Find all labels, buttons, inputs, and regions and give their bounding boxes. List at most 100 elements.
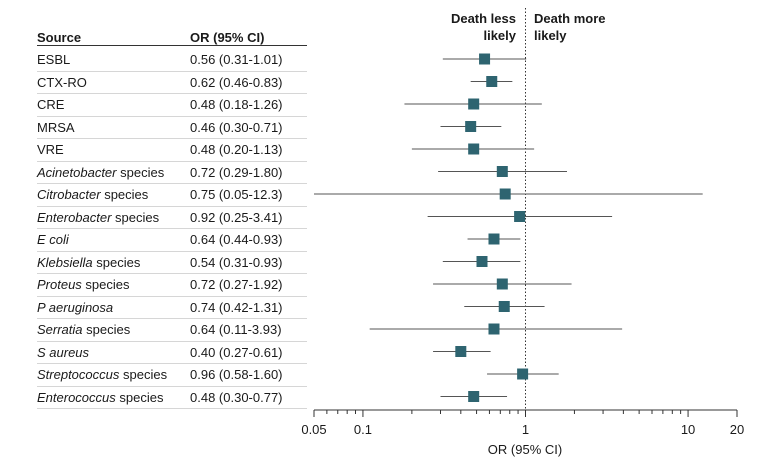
row-separator [37,205,307,207]
source-label: Proteus species [37,277,130,292]
table-row: MRSA 0.46 (0.30-0.71) [0,116,320,138]
or-marker [465,121,477,132]
row-separator [37,250,307,252]
row-separator [37,340,307,342]
source-label: Citrobacter species [37,187,148,202]
x-tick-label: 1 [521,422,530,437]
row-separator [37,385,307,387]
annotation-death-less-likely: Death less likely [396,10,516,44]
or-ci-value: 0.64 (0.11-3.93) [190,322,282,337]
header-rule [37,45,307,46]
or-ci-value: 0.40 (0.27-0.61) [190,344,283,360]
annotation-right-line-1: Death more [534,11,606,26]
or-ci-value: 0.62 (0.46-0.83) [190,74,283,90]
or-ci-value: 0.96 (0.58-1.60) [190,367,283,382]
table-row: Enterococcus species 0.48 (0.30-0.77) [0,386,320,408]
source-label: Enterococcus species [37,390,163,405]
or-marker [499,188,511,200]
source-italic-name: Citrobacter [37,187,101,202]
table-row: Acinetobacter species 0.72 (0.29-1.80) [0,161,320,183]
source-suffix: species [119,367,168,382]
row-separator [37,138,307,139]
x-tick-label: 0.1 [353,422,372,437]
x-axis-label: OR (95% CI) [487,442,563,457]
source-italic-name: S aureus [37,344,90,360]
source-italic-name: Acinetobacter [37,164,117,180]
source-suffix: species [111,209,160,225]
x-tick-label: 10 [680,422,696,437]
or-marker [498,301,510,312]
row-separator [37,408,307,409]
source-label: MRSA [37,119,75,135]
or-marker [488,323,500,335]
or-marker [517,368,529,380]
table-row: Streptococcus species 0.96 (0.58-1.60) [0,363,320,385]
source-label: VRE [37,142,64,157]
or-marker [468,98,480,110]
source-label: S aureus [37,345,89,360]
or-ci-value: 0.64 (0.44-0.93) [190,232,283,247]
source-suffix: species [81,277,130,292]
source-label: P aeruginosa [37,300,113,315]
or-marker [496,278,508,290]
table-row: P aeruginosa 0.74 (0.42-1.31) [0,296,320,318]
or-marker [514,211,526,222]
source-label: Acinetobacter species [37,165,164,180]
source-italic-name: Proteus [37,277,82,292]
table-row: S aureus 0.40 (0.27-0.61) [0,341,320,363]
annotation-left-line-1: Death less [450,11,516,26]
or-ci-value: 0.92 (0.25-3.41) [190,209,283,225]
row-separator [37,115,307,117]
or-ci-value: 0.56 (0.31-1.01) [190,52,283,67]
or-ci-value: 0.48 (0.20-1.13) [190,142,283,157]
source-label: Streptococcus species [37,367,167,382]
source-label: Serratia species [37,322,130,337]
source-label: CRE [37,97,65,112]
annotation-right-line-2: likely [534,28,567,43]
table-row: Klebsiella species 0.54 (0.31-0.93) [0,251,320,273]
or-marker [479,53,491,65]
source-suffix: species [100,187,149,202]
or-column-header: OR (95% CI) [190,30,265,45]
annotation-left-line-2: likely [483,28,516,43]
source-italic-name: P aeruginosa [37,299,114,315]
source-suffix: species [92,254,141,270]
or-marker [488,233,500,245]
source-italic-name: Klebsiella [37,254,93,270]
source-italic-name: Serratia [37,322,83,337]
source-suffix: species [115,389,164,405]
row-separator [37,93,307,94]
x-tick-label: 0.05 [301,422,327,437]
or-marker [496,166,508,177]
or-ci-value: 0.75 (0.05-12.3) [190,187,283,202]
row-separator [37,295,307,297]
table-row: CTX-RO 0.62 (0.46-0.83) [0,71,320,93]
or-ci-value: 0.48 (0.18-1.26) [190,97,283,112]
or-marker [486,76,498,87]
table-row: Enterobacter species 0.92 (0.25-3.41) [0,206,320,228]
or-ci-value: 0.72 (0.27-1.92) [190,277,283,292]
or-ci-value: 0.74 (0.42-1.31) [190,299,283,315]
source-label: ESBL [37,52,71,67]
or-marker [455,346,467,357]
or-marker [476,256,488,267]
source-italic-name: Enterococcus [37,389,116,405]
or-marker [468,143,480,155]
source-italic-name: Streptococcus [37,367,120,382]
row-separator [37,183,307,184]
row-separator [37,363,307,364]
source-suffix: species [116,164,165,180]
source-column-header: Source [37,30,82,45]
source-label: CTX-RO [37,74,87,90]
table-row: VRE 0.48 (0.20-1.13) [0,138,320,160]
annotation-death-more-likely: Death more likely [534,10,654,44]
source-label: Enterobacter species [37,210,159,225]
or-ci-value: 0.46 (0.30-0.71) [190,119,283,135]
table-row: CRE 0.48 (0.18-1.26) [0,93,320,115]
source-italic-name: E coli [37,232,69,247]
source-label: E coli [37,232,69,247]
table-row: ESBL 0.56 (0.31-1.01) [0,48,320,70]
or-ci-value: 0.48 (0.30-0.77) [190,389,283,405]
or-ci-value: 0.54 (0.31-0.93) [190,254,283,270]
